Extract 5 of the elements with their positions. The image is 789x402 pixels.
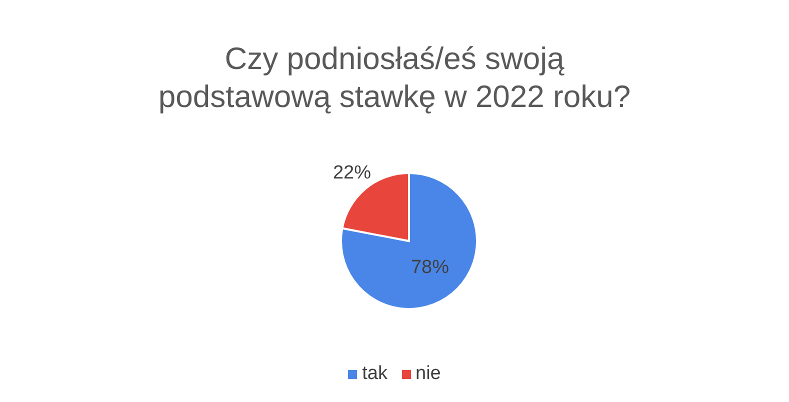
legend-label: tak [362, 363, 388, 385]
data-label: 22% [332, 162, 372, 184]
chart-title: Czy podniosłaś/eś swoją podstawową stawkę w 2022 roku? [158, 40, 631, 116]
data-label: 78% [410, 256, 450, 278]
legend-label: nie [416, 363, 441, 385]
